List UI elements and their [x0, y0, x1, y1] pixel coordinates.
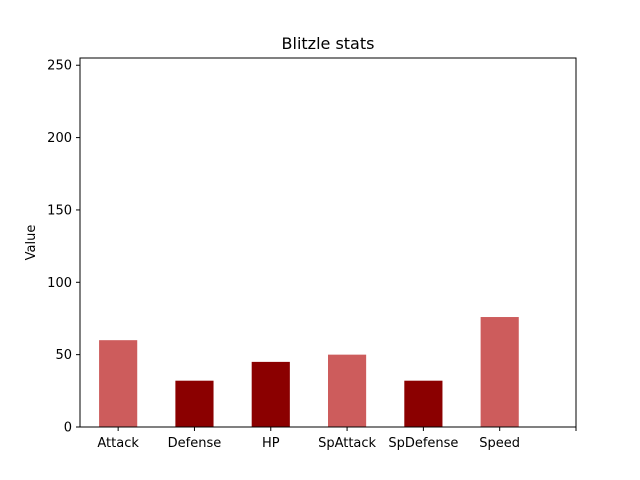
- y-tick-label: 50: [55, 348, 72, 363]
- bar-spdefense: [404, 380, 443, 427]
- x-tick-label-defense: Defense: [168, 436, 222, 451]
- y-tick-label: 200: [47, 131, 72, 146]
- bar-group: [99, 317, 519, 427]
- x-tick-label-spdefense: SpDefense: [388, 436, 458, 451]
- y-tick-label: 250: [47, 59, 72, 74]
- x-tick-label-speed: Speed: [479, 436, 520, 451]
- plot-area-frame: [79, 57, 577, 428]
- x-tick-label-attack: Attack: [97, 436, 139, 451]
- x-tick-label-spattack: SpAttack: [318, 436, 376, 451]
- x-axis-ticks: Attack Defense HP SpAttack SpDefense Speed: [97, 427, 577, 451]
- x-tick-label-hp: HP: [262, 436, 280, 451]
- y-axis-label: Value: [24, 225, 39, 261]
- bar-defense: [175, 380, 214, 427]
- y-tick-label: 100: [47, 276, 72, 291]
- y-tick-label: 150: [47, 203, 72, 218]
- bar-spattack: [328, 354, 367, 427]
- bar-speed: [480, 317, 519, 427]
- y-axis-ticks: 0 50 100 150 200 250: [47, 59, 80, 436]
- chart-title: Blitzle stats: [282, 34, 375, 53]
- bar-hp: [251, 361, 290, 427]
- bar-attack: [99, 340, 138, 427]
- y-tick-label: 0: [64, 421, 72, 436]
